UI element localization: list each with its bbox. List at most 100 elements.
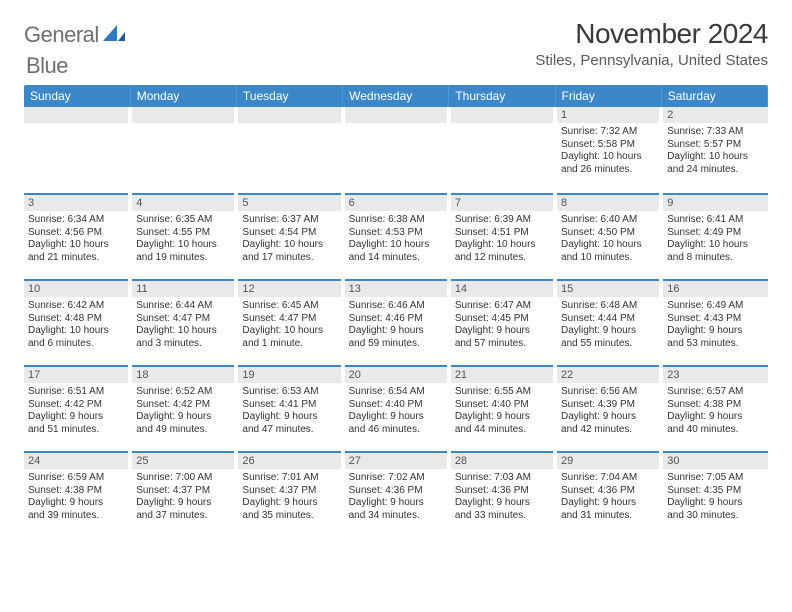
sunset-text: Sunset: 4:42 PM	[136, 399, 230, 412]
daylight-text-1: Daylight: 9 hours	[561, 411, 655, 424]
daylight-text-1: Daylight: 10 hours	[136, 239, 230, 252]
daylight-text-2: and 19 minutes.	[136, 252, 230, 265]
daylight-text-2: and 46 minutes.	[349, 424, 443, 437]
day-details: Sunrise: 6:47 AMSunset: 4:45 PMDaylight:…	[451, 297, 553, 354]
calendar-day-cell: 12Sunrise: 6:45 AMSunset: 4:47 PMDayligh…	[236, 279, 342, 365]
daylight-text-1: Daylight: 9 hours	[667, 411, 763, 424]
calendar-day-cell: 7Sunrise: 6:39 AMSunset: 4:51 PMDaylight…	[449, 193, 555, 279]
calendar-day-cell: 16Sunrise: 6:49 AMSunset: 4:43 PMDayligh…	[661, 279, 767, 365]
day-details: Sunrise: 7:00 AMSunset: 4:37 PMDaylight:…	[132, 469, 234, 526]
sunset-text: Sunset: 4:37 PM	[136, 485, 230, 498]
calendar-day-cell: 11Sunrise: 6:44 AMSunset: 4:47 PMDayligh…	[130, 279, 236, 365]
day-number: 24	[24, 453, 128, 469]
sunset-text: Sunset: 4:42 PM	[28, 399, 124, 412]
daylight-text-2: and 40 minutes.	[667, 424, 763, 437]
day-number: 28	[451, 453, 553, 469]
sunset-text: Sunset: 4:36 PM	[561, 485, 655, 498]
daylight-text-2: and 37 minutes.	[136, 510, 230, 523]
sunset-text: Sunset: 5:58 PM	[561, 139, 655, 152]
calendar-day-cell: 18Sunrise: 6:52 AMSunset: 4:42 PMDayligh…	[130, 365, 236, 451]
weekday-header: Monday	[130, 85, 236, 107]
calendar-day-cell: 24Sunrise: 6:59 AMSunset: 4:38 PMDayligh…	[24, 451, 130, 537]
day-details: Sunrise: 6:35 AMSunset: 4:55 PMDaylight:…	[132, 211, 234, 268]
calendar-day-cell: 13Sunrise: 6:46 AMSunset: 4:46 PMDayligh…	[343, 279, 449, 365]
daylight-text-1: Daylight: 10 hours	[349, 239, 443, 252]
daylight-text-1: Daylight: 9 hours	[136, 411, 230, 424]
calendar-day-cell: 25Sunrise: 7:00 AMSunset: 4:37 PMDayligh…	[130, 451, 236, 537]
day-number: 3	[24, 195, 128, 211]
calendar-day-cell: 3Sunrise: 6:34 AMSunset: 4:56 PMDaylight…	[24, 193, 130, 279]
daylight-text-2: and 24 minutes.	[667, 164, 763, 177]
daylight-text-1: Daylight: 9 hours	[349, 497, 443, 510]
sunrise-text: Sunrise: 7:02 AM	[349, 472, 443, 485]
sunrise-text: Sunrise: 7:32 AM	[561, 126, 655, 139]
calendar-day-cell: 9Sunrise: 6:41 AMSunset: 4:49 PMDaylight…	[661, 193, 767, 279]
sunrise-text: Sunrise: 7:01 AM	[242, 472, 336, 485]
daylight-text-1: Daylight: 10 hours	[28, 239, 124, 252]
sunset-text: Sunset: 4:38 PM	[28, 485, 124, 498]
sunset-text: Sunset: 4:56 PM	[28, 227, 124, 240]
daylight-text-2: and 1 minute.	[242, 338, 336, 351]
sunrise-text: Sunrise: 6:38 AM	[349, 214, 443, 227]
daylight-text-1: Daylight: 10 hours	[28, 325, 124, 338]
day-details: Sunrise: 6:38 AMSunset: 4:53 PMDaylight:…	[345, 211, 447, 268]
sunrise-text: Sunrise: 6:46 AM	[349, 300, 443, 313]
calendar-day-cell: 28Sunrise: 7:03 AMSunset: 4:36 PMDayligh…	[449, 451, 555, 537]
daylight-text-1: Daylight: 10 hours	[136, 325, 230, 338]
daylight-text-2: and 8 minutes.	[667, 252, 763, 265]
day-details: Sunrise: 6:51 AMSunset: 4:42 PMDaylight:…	[24, 383, 128, 440]
calendar-day-cell: 29Sunrise: 7:04 AMSunset: 4:36 PMDayligh…	[555, 451, 661, 537]
day-number: 13	[345, 281, 447, 297]
daylight-text-1: Daylight: 9 hours	[242, 497, 336, 510]
calendar-day-cell: 17Sunrise: 6:51 AMSunset: 4:42 PMDayligh…	[24, 365, 130, 451]
daylight-text-2: and 17 minutes.	[242, 252, 336, 265]
calendar-day-cell: 30Sunrise: 7:05 AMSunset: 4:35 PMDayligh…	[661, 451, 767, 537]
sunset-text: Sunset: 4:45 PM	[455, 313, 549, 326]
day-details: Sunrise: 6:44 AMSunset: 4:47 PMDaylight:…	[132, 297, 234, 354]
calendar-day-cell: 26Sunrise: 7:01 AMSunset: 4:37 PMDayligh…	[236, 451, 342, 537]
day-details: Sunrise: 6:46 AMSunset: 4:46 PMDaylight:…	[345, 297, 447, 354]
daylight-text-1: Daylight: 9 hours	[561, 325, 655, 338]
sunrise-text: Sunrise: 6:37 AM	[242, 214, 336, 227]
daylight-text-1: Daylight: 9 hours	[136, 497, 230, 510]
sunrise-text: Sunrise: 6:45 AM	[242, 300, 336, 313]
day-number: 5	[238, 195, 340, 211]
daylight-text-1: Daylight: 10 hours	[561, 239, 655, 252]
daylight-text-2: and 30 minutes.	[667, 510, 763, 523]
day-details: Sunrise: 7:03 AMSunset: 4:36 PMDaylight:…	[451, 469, 553, 526]
sunset-text: Sunset: 4:39 PM	[561, 399, 655, 412]
sunrise-text: Sunrise: 7:04 AM	[561, 472, 655, 485]
day-details: Sunrise: 7:32 AMSunset: 5:58 PMDaylight:…	[557, 123, 659, 180]
day-number: 12	[238, 281, 340, 297]
sunset-text: Sunset: 4:40 PM	[349, 399, 443, 412]
day-number: 26	[238, 453, 340, 469]
daylight-text-2: and 31 minutes.	[561, 510, 655, 523]
daylight-text-1: Daylight: 10 hours	[561, 151, 655, 164]
weekday-header-row: Sunday Monday Tuesday Wednesday Thursday…	[24, 85, 768, 107]
daylight-text-1: Daylight: 9 hours	[28, 497, 124, 510]
calendar-day-cell: 5Sunrise: 6:37 AMSunset: 4:54 PMDaylight…	[236, 193, 342, 279]
day-details: Sunrise: 7:01 AMSunset: 4:37 PMDaylight:…	[238, 469, 340, 526]
sunrise-text: Sunrise: 6:55 AM	[455, 386, 549, 399]
day-details: Sunrise: 6:48 AMSunset: 4:44 PMDaylight:…	[557, 297, 659, 354]
day-number: 14	[451, 281, 553, 297]
brand-word1: General	[24, 22, 99, 48]
day-number: 4	[132, 195, 234, 211]
day-number	[345, 107, 447, 123]
daylight-text-1: Daylight: 9 hours	[349, 411, 443, 424]
calendar-day-cell: 15Sunrise: 6:48 AMSunset: 4:44 PMDayligh…	[555, 279, 661, 365]
daylight-text-2: and 49 minutes.	[136, 424, 230, 437]
sunset-text: Sunset: 4:41 PM	[242, 399, 336, 412]
month-title: November 2024	[535, 18, 768, 50]
day-number: 19	[238, 367, 340, 383]
sunset-text: Sunset: 4:36 PM	[455, 485, 549, 498]
day-details: Sunrise: 6:56 AMSunset: 4:39 PMDaylight:…	[557, 383, 659, 440]
day-number	[24, 107, 128, 123]
day-number: 1	[557, 107, 659, 123]
sunset-text: Sunset: 4:46 PM	[349, 313, 443, 326]
sunrise-text: Sunrise: 7:03 AM	[455, 472, 549, 485]
calendar-day-cell: 14Sunrise: 6:47 AMSunset: 4:45 PMDayligh…	[449, 279, 555, 365]
calendar-day-cell	[130, 107, 236, 193]
sunset-text: Sunset: 4:35 PM	[667, 485, 763, 498]
sunset-text: Sunset: 4:49 PM	[667, 227, 763, 240]
